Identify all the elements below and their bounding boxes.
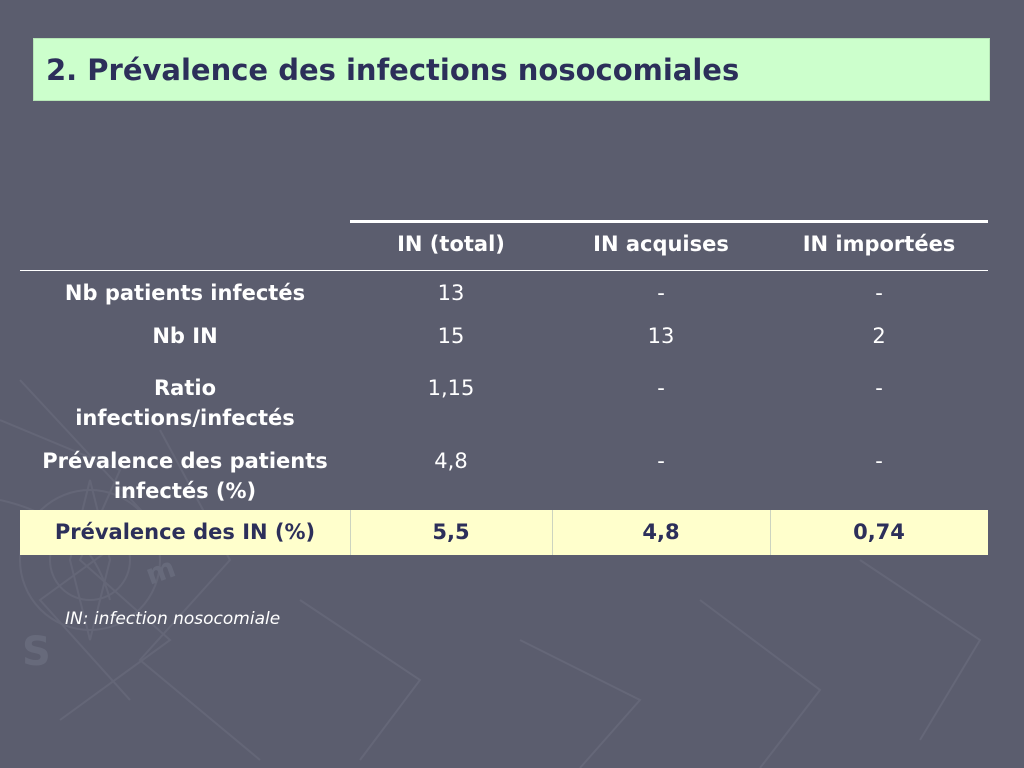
highlight-divider xyxy=(350,510,351,555)
footnote: IN: infection nosocomiale xyxy=(65,609,281,629)
table-cell: 1,15 xyxy=(427,376,475,400)
row-label-prevalence-line1: Prévalence des patients xyxy=(42,449,328,473)
table-cell: 13 xyxy=(437,281,465,305)
table-cell: 2 xyxy=(872,324,886,348)
row-label-nb-in: Nb IN xyxy=(152,324,218,348)
row-label-prevalence-in: Prévalence des IN (%) xyxy=(54,520,316,544)
table-cell: 15 xyxy=(437,324,465,348)
row-label-ratio-line2: infections/infectés xyxy=(75,406,295,430)
table-top-rule xyxy=(350,220,988,223)
compass-letter-m: m xyxy=(141,551,180,592)
table-cell: - xyxy=(657,449,665,473)
highlight-divider xyxy=(770,510,771,555)
row-label-prevalence-patients: Prévalence des patients infectés (%) xyxy=(20,447,350,505)
table-cell: - xyxy=(657,281,665,305)
row-label-prevalence-line2: infectés (%) xyxy=(113,479,257,503)
page-title: 2. Prévalence des infections nosocomiale… xyxy=(46,53,740,87)
table-cell: 4,8 xyxy=(642,520,680,544)
highlight-row xyxy=(20,510,988,555)
row-label-ratio-line1: Ratio xyxy=(153,376,216,400)
header-in-acquises: IN acquises xyxy=(593,232,729,256)
table-cell: 4,8 xyxy=(434,449,468,473)
table-cell: 0,74 xyxy=(853,520,905,544)
table-cell: - xyxy=(657,376,665,400)
table-header-rule xyxy=(20,270,988,271)
compass-letter-s: S xyxy=(22,629,51,675)
row-label-nb-patients: Nb patients infectés xyxy=(64,281,306,305)
highlight-divider xyxy=(552,510,553,555)
header-in-total: IN (total) xyxy=(397,232,505,256)
title-box: 2. Prévalence des infections nosocomiale… xyxy=(33,38,990,101)
table-cell: 5,5 xyxy=(432,520,470,544)
row-label-ratio: Ratio infections/infectés xyxy=(20,374,350,432)
table-cell: - xyxy=(875,449,883,473)
table-cell: 13 xyxy=(647,324,675,348)
header-in-importees: IN importées xyxy=(802,232,956,256)
table-cell: - xyxy=(875,376,883,400)
table-cell: - xyxy=(875,281,883,305)
